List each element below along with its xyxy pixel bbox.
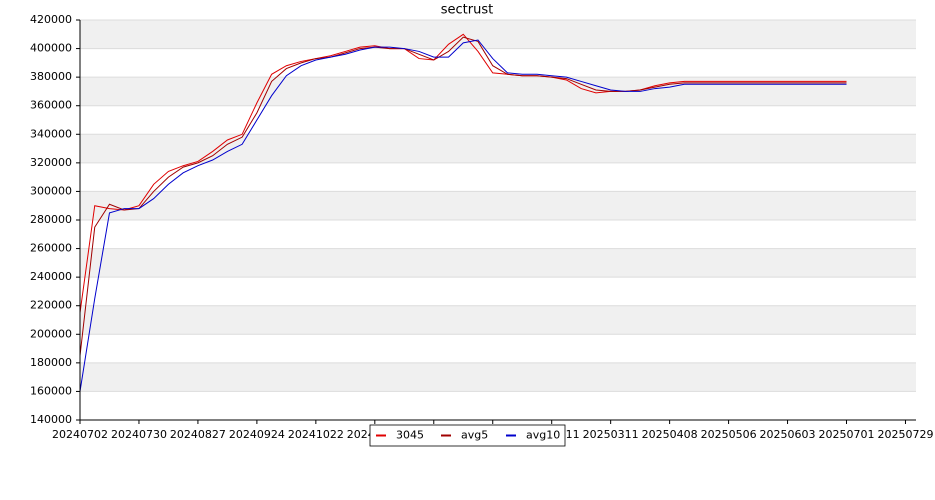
x-tick-label: 20240730	[111, 428, 167, 441]
y-tick-label: 320000	[30, 156, 72, 169]
x-tick-label: 20240924	[229, 428, 285, 441]
series-line	[79, 39, 847, 392]
chart-title: sectrust	[441, 3, 493, 18]
y-tick-label: 360000	[30, 99, 72, 112]
y-tick-label: 280000	[30, 213, 72, 226]
series-line	[79, 36, 847, 356]
y-tick-label: 200000	[30, 327, 72, 340]
legend-box	[369, 424, 566, 447]
x-tick-label: 20241022	[288, 428, 344, 441]
y-tick-label: 400000	[30, 42, 72, 55]
x-tick-label: 20250311	[583, 428, 639, 441]
grid-band	[80, 362, 916, 392]
x-tick-label: 20250506	[701, 428, 757, 441]
x-tick-label: 20240827	[170, 428, 226, 441]
grid-band	[80, 134, 916, 163]
y-tick-label: 240000	[30, 270, 72, 283]
y-tick-label: 260000	[30, 242, 72, 255]
y-tick-label: 340000	[30, 127, 72, 140]
x-tick-label: 20240702	[52, 428, 108, 441]
grid-band	[80, 20, 916, 49]
legend-label: avg10	[526, 429, 560, 442]
y-tick-label: 300000	[30, 184, 72, 197]
y-tick-label: 220000	[30, 299, 72, 312]
y-tick-label: 380000	[30, 70, 72, 83]
legend-label: 3045	[396, 429, 424, 442]
y-tick-label: 140000	[30, 413, 72, 426]
grid-band	[80, 191, 916, 220]
x-tick-label: 20250603	[760, 428, 816, 441]
x-tick-label: 20250729	[877, 428, 933, 441]
y-tick-label: 420000	[30, 13, 72, 26]
grid-band	[80, 248, 916, 278]
x-tick-label: 20250701	[819, 428, 875, 441]
legend-label: avg5	[461, 429, 488, 442]
x-tick-label: 20250408	[642, 428, 698, 441]
grid-band	[80, 305, 916, 335]
series-line	[79, 33, 847, 313]
y-tick-label: 160000	[30, 384, 72, 397]
y-tick-label: 180000	[30, 356, 72, 369]
